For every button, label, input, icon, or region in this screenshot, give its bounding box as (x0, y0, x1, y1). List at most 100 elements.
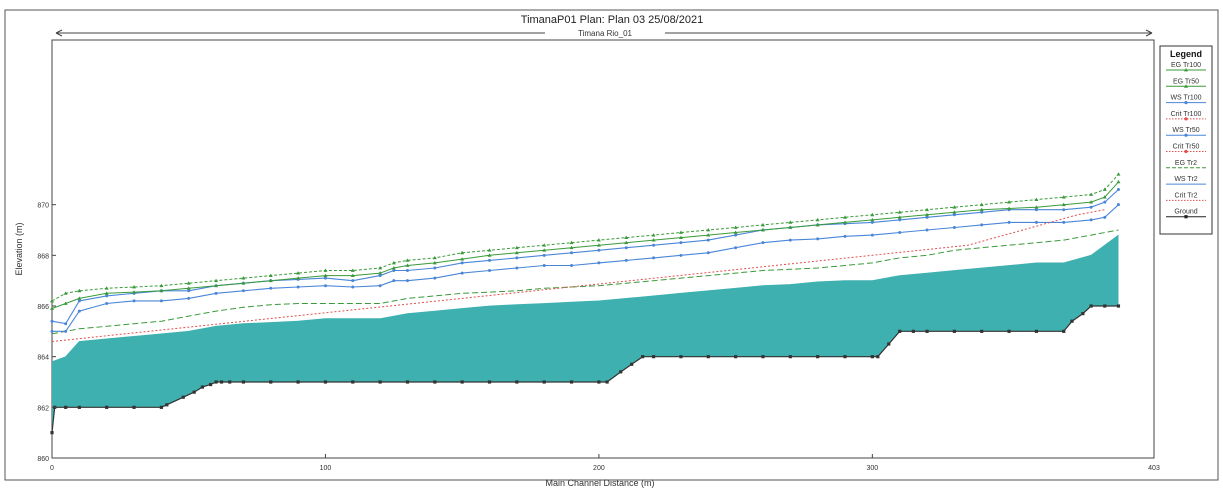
point-ws-tr100 (542, 253, 546, 257)
point-eg-tr50 (569, 245, 574, 250)
point-ws-tr50 (50, 329, 54, 333)
point-ground (980, 329, 984, 333)
point-ws-tr100 (734, 233, 738, 237)
point-ws-tr100 (570, 251, 574, 255)
y-tick-label: 860 (37, 456, 49, 463)
point-eg-tr50 (104, 291, 109, 295)
legend-title: Legend (1170, 49, 1202, 59)
legend-marker (1184, 215, 1188, 219)
point-ws-tr50 (761, 241, 765, 245)
point-ws-tr50 (392, 279, 396, 283)
point-eg-tr100 (460, 250, 465, 255)
point-ground (165, 403, 169, 407)
series-line-eg-tr2 (51, 229, 1119, 335)
point-ground (214, 380, 218, 384)
point-eg-tr100 (77, 288, 82, 293)
point-eg-tr100 (843, 215, 848, 219)
point-ground (460, 380, 464, 384)
point-ground (952, 329, 956, 333)
point-ground (296, 380, 300, 384)
legend-items: EG Tr100 EG Tr50 WS Tr100 Crit Tr100 WS Tr50… (1166, 62, 1206, 219)
point-ground (1007, 329, 1011, 333)
point-ws-tr100 (1089, 205, 1093, 209)
point-ws-tr100 (1062, 208, 1066, 212)
point-ground (630, 362, 634, 366)
point-ws-tr100 (980, 210, 984, 214)
point-eg-tr50 (678, 235, 683, 239)
point-ground (597, 380, 601, 384)
point-eg-tr50 (870, 217, 875, 222)
point-ws-tr100 (1103, 200, 1107, 204)
point-ground (1116, 304, 1121, 308)
point-ws-tr100 (323, 276, 327, 280)
y-tick-label: 870 (37, 203, 49, 210)
point-ground (619, 370, 623, 374)
point-eg-tr100 (241, 276, 246, 280)
window-border (4, 9, 1219, 481)
point-ws-tr50 (1089, 218, 1093, 222)
point-eg-tr50 (460, 257, 465, 261)
point-ws-tr50 (706, 251, 710, 255)
point-eg-tr50 (350, 273, 355, 277)
point-ws-tr50 (843, 234, 847, 238)
point-ground (192, 390, 196, 394)
point-eg-tr100 (870, 212, 875, 217)
point-eg-tr50 (50, 306, 54, 310)
reach-bar-left-arrow-icon (55, 29, 63, 37)
point-ground (542, 380, 546, 384)
legend-label: Ground (1174, 209, 1197, 216)
point-ground (269, 380, 273, 384)
legend-label: WS Tr50 (1172, 127, 1199, 134)
point-eg-tr50 (1061, 202, 1066, 207)
axes: 860 862 864 866 868 870 0 100 200 300 403 (37, 203, 1160, 472)
point-eg-tr50 (77, 296, 82, 300)
point-ws-tr50 (570, 263, 574, 267)
point-ground (605, 380, 609, 384)
point-eg-tr50 (378, 271, 383, 275)
point-ground (1081, 312, 1085, 316)
point-ground (219, 380, 224, 384)
point-ws-tr50 (1062, 220, 1066, 224)
point-ws-tr50 (1007, 220, 1011, 224)
point-eg-tr50 (925, 212, 930, 217)
point-eg-tr100 (542, 243, 547, 247)
point-eg-tr50 (214, 283, 219, 288)
point-eg-tr100 (63, 291, 68, 295)
point-eg-tr100 (323, 268, 328, 272)
point-eg-tr50 (63, 301, 68, 305)
point-eg-tr100 (624, 235, 629, 239)
point-ground (569, 380, 574, 384)
y-axis-label: Elevation (m) (14, 222, 24, 275)
point-ws-tr50 (1103, 215, 1107, 219)
point-ground (132, 405, 136, 409)
point-ground (816, 355, 820, 359)
point-eg-tr100 (1007, 200, 1012, 204)
point-ground (405, 380, 410, 384)
point-ws-tr50 (788, 238, 792, 242)
point-ws-tr100 (870, 220, 874, 224)
legend-label: EG Tr50 (1173, 78, 1199, 85)
point-ws-tr50 (64, 329, 68, 333)
point-ground (925, 329, 929, 333)
point-eg-tr100 (788, 220, 793, 224)
point-ws-tr100 (515, 256, 519, 260)
point-ground (843, 355, 847, 359)
point-ws-tr50 (488, 269, 492, 273)
point-eg-tr100 (952, 205, 957, 209)
point-eg-tr50 (268, 278, 273, 283)
point-eg-tr100 (186, 281, 191, 285)
point-ws-tr100 (77, 299, 81, 303)
point-ws-tr50 (433, 276, 437, 280)
point-eg-tr100 (1116, 172, 1121, 176)
point-ground (876, 355, 880, 359)
point-eg-tr50 (843, 220, 848, 224)
point-ground (487, 380, 492, 384)
y-tick-label: 862 (37, 405, 49, 412)
legend-box (1159, 45, 1213, 235)
point-ws-tr100 (679, 241, 683, 245)
point-ws-tr50 (1034, 220, 1038, 224)
point-ws-tr50 (105, 301, 109, 305)
point-eg-tr100 (596, 238, 601, 242)
point-ws-tr50 (870, 233, 874, 237)
